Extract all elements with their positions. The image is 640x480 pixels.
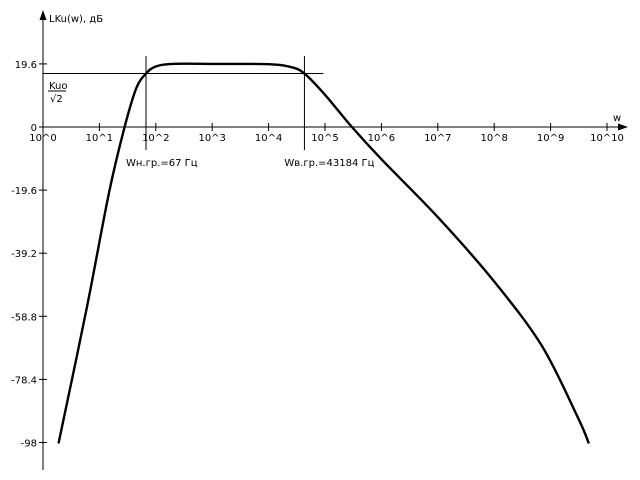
y-axis-arrow [39, 10, 47, 20]
x-tick-label: 10^0 [29, 133, 56, 144]
y-ticks: 19.6 0 -19.6 -39.2 -58.8 -78.4 -98 [11, 60, 47, 450]
x-tick-label: 10^1 [86, 133, 113, 144]
y-tick-label: -39.2 [11, 249, 37, 260]
y-tick-label: 0 [31, 123, 37, 134]
x-tick-label: 10^8 [480, 133, 507, 144]
x-tick-label: 10^2 [142, 133, 169, 144]
response-curve [57, 62, 590, 444]
y-axis-label: LKu(w), дБ [49, 14, 103, 25]
y-tick-label: -98 [21, 439, 37, 450]
cutoff-markers: Wн.гр.=67 Гц Wв.гр.=43184 Гц [126, 158, 375, 169]
guide-lines [43, 56, 324, 150]
x-tick-label: 10^5 [311, 133, 338, 144]
y-tick-label: 19.6 [15, 60, 37, 71]
cutoff-marker-label: Wн.гр.=67 Гц [126, 158, 198, 169]
x-tick-label: 10^3 [198, 133, 225, 144]
x-tick-label: 10^4 [255, 133, 282, 144]
ref-label-numerator: Kuo [49, 81, 68, 92]
reference-level-label: Kuo √2 [48, 81, 68, 105]
axes: LKu(w), дБ w [39, 10, 628, 470]
x-tick-label: 10^7 [424, 133, 451, 144]
ref-label-denominator: √2 [50, 94, 63, 105]
x-ticks: 10^0 10^1 10^2 10^3 10^4 10^5 10^6 10^7 10^8 10^9… [29, 123, 624, 144]
x-tick-label: 10^10 [590, 133, 624, 144]
y-tick-label: -78.4 [11, 375, 37, 386]
x-tick-label: 10^6 [368, 133, 395, 144]
x-tick-label: 10^9 [537, 133, 564, 144]
x-axis-label: w [613, 113, 621, 124]
y-tick-label: -58.8 [11, 312, 37, 323]
y-tick-label: -19.6 [11, 186, 37, 197]
x-axis-arrow [618, 123, 628, 131]
cutoff-marker-label: Wв.гр.=43184 Гц [284, 158, 374, 169]
